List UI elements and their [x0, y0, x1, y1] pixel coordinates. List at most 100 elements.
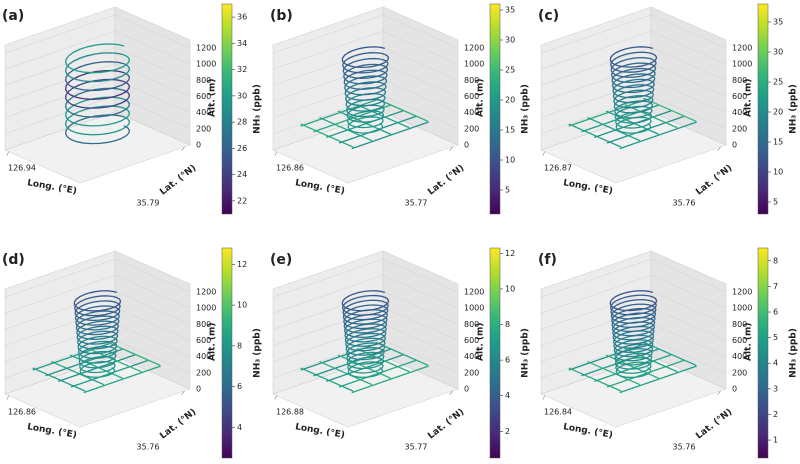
flight-track: [581, 104, 659, 133]
x-tick-label: 126.84: [544, 408, 572, 417]
y-tick: [717, 390, 721, 396]
z-tick-label: 0: [464, 141, 469, 150]
x-tick: [6, 151, 10, 156]
y-tick: [181, 146, 185, 152]
flight-track: [341, 46, 390, 69]
z-tick-label: 1200: [196, 288, 216, 297]
colorbar-tick-label: 5: [773, 333, 778, 342]
grid-line: [540, 274, 727, 314]
colorbar-tick-label: 22: [237, 196, 247, 205]
y-tick: [449, 146, 453, 152]
z-axis-label: Alt. (m): [208, 78, 218, 117]
z-tick-label: 800: [464, 76, 479, 85]
flight-track: [74, 295, 121, 317]
colorbar-tick-label: 5: [505, 186, 510, 195]
panel: 0 200 400 600 800 1000 1200 Alt. (m) 126.94 35.79…: [2, 3, 263, 215]
flight-track: [64, 43, 131, 74]
flight-track: [64, 61, 131, 92]
flight-track: [75, 315, 120, 336]
x-axis-label: Long. (°E): [26, 422, 77, 441]
flight-track: [79, 355, 116, 374]
flight-track: [343, 63, 388, 85]
flight-track: [64, 78, 131, 109]
colorbar-tick-label: 1: [773, 436, 778, 445]
panel-label: (f): [538, 252, 557, 268]
grid-line: [4, 14, 191, 54]
flight-track: [346, 351, 384, 370]
x-tick-label: 126.87: [544, 164, 572, 173]
colorbar-tick-label: 6: [505, 356, 510, 365]
flight-track: [347, 116, 384, 134]
y-tick-label: 35.76: [137, 443, 160, 452]
y-tick: [449, 390, 453, 396]
panel-label: (b): [270, 8, 293, 24]
y-tick: [717, 146, 721, 152]
colorbar-label: NH₃ (ppb): [521, 84, 531, 134]
flight-track: [32, 367, 86, 392]
flight-track: [64, 105, 131, 136]
x-tick-label: 126.86: [8, 408, 36, 417]
z-tick-label: 200: [464, 124, 479, 133]
grid-line: [540, 95, 727, 135]
colorbar-tick-label: 36: [237, 13, 247, 22]
flight-track: [594, 354, 672, 382]
flight-track: [347, 356, 384, 374]
flight-track: [610, 51, 657, 73]
y-tick-label: 35.79: [137, 199, 160, 208]
panel-label: (d): [2, 252, 25, 268]
colorbar-tick-label: 25: [773, 78, 783, 87]
grid-line: [4, 258, 191, 298]
flight-track: [347, 110, 384, 129]
z-tick-label: 400: [464, 352, 479, 361]
z-tick-label: 600: [732, 336, 747, 345]
flight-track: [45, 348, 123, 377]
flight-track: [346, 342, 385, 361]
z-tick-label: 800: [732, 76, 747, 85]
flight-track: [77, 330, 118, 350]
flight-track: [300, 98, 378, 127]
flight-track: [351, 365, 429, 394]
flight-track: [344, 328, 386, 347]
colorbar-tick-label: 32: [237, 65, 247, 74]
flight-track: [611, 307, 656, 328]
flight-track: [300, 367, 354, 392]
flight-track: [338, 359, 417, 388]
flight-track: [594, 110, 672, 138]
flight-track: [614, 348, 653, 366]
grid-line: [540, 307, 727, 346]
y-tick-label: 35.77: [405, 199, 428, 208]
z-tick-label: 800: [196, 76, 211, 85]
panel: 0 200 400 600 800 1000 1200 Alt. (m) 126.88 35.77…: [270, 247, 531, 459]
z-tick-label: 0: [464, 385, 469, 394]
x-tick-label: 126.88: [276, 408, 304, 417]
colorbar-tick-label: 4: [505, 391, 510, 400]
flight-track: [345, 332, 386, 352]
colorbar-tick-label: 8: [773, 256, 778, 265]
colorbar-tick-label: 30: [773, 48, 783, 57]
x-tick: [274, 395, 278, 400]
flight-track: [568, 367, 622, 392]
flight-track: [73, 290, 122, 312]
flight-track: [612, 78, 655, 99]
colorbar-label: NH₃ (ppb): [253, 328, 263, 378]
z-tick-label: 400: [196, 352, 211, 361]
z-tick-label: 1200: [732, 288, 752, 297]
z-tick-label: 600: [732, 92, 747, 101]
flight-track: [343, 69, 388, 90]
colorbar-tick-label: 6: [237, 382, 242, 391]
z-axis-label: Alt. (m): [476, 322, 486, 361]
flight-track: [614, 100, 653, 119]
z-tick-label: 200: [196, 124, 211, 133]
grid-line: [272, 30, 459, 70]
z-tick-label: 600: [196, 336, 211, 345]
colorbar-tick-label: 12: [237, 260, 247, 269]
z-tick-label: 200: [196, 368, 211, 377]
flight-track: [614, 352, 652, 370]
flight-track: [606, 359, 685, 388]
flight-track: [313, 104, 391, 133]
colorbar: [221, 3, 233, 215]
z-tick-label: 1200: [464, 288, 484, 297]
flight-track: [78, 350, 117, 369]
y-tick-label: 35.76: [673, 443, 696, 452]
